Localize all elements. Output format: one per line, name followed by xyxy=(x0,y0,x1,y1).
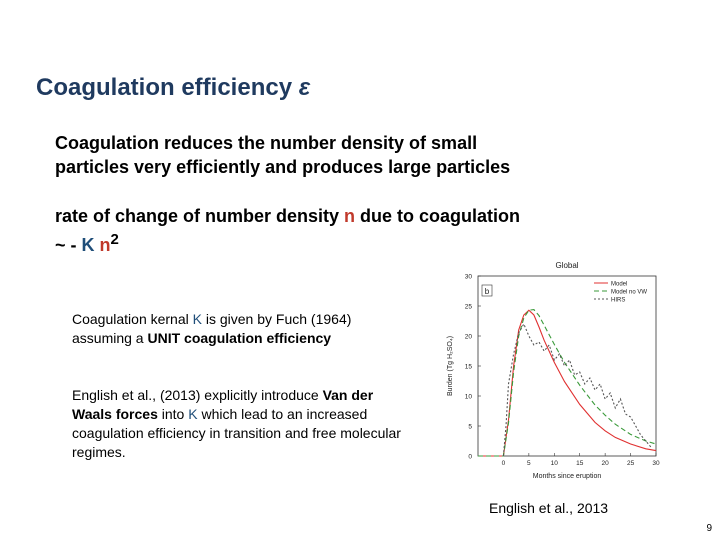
rate-text-b: due to coagulation xyxy=(355,206,521,226)
y-axis-label: Burden (Tg H₂SO₄) xyxy=(447,336,454,396)
kernel-note-a: Coagulation kernal xyxy=(72,311,193,327)
rate-line-2: ~ - K n2 xyxy=(55,228,520,257)
coagulation-summary: Coagulation reduces the number density o… xyxy=(55,131,510,179)
rate-text-a: rate of change of number density xyxy=(55,206,345,226)
x-tick-label: 10 xyxy=(551,460,559,467)
x-axis-label: Months since eruption xyxy=(533,473,602,480)
y-tick-label: 0 xyxy=(468,454,472,461)
kernel-note-c: UNIT coagulation efficiency xyxy=(147,330,332,346)
summary-line-1: Coagulation reduces the number density o… xyxy=(55,133,478,153)
x-tick-label: 20 xyxy=(602,460,610,467)
y-tick-label: 25 xyxy=(465,304,473,311)
legend-label: HIRS xyxy=(611,298,625,304)
plot-frame xyxy=(477,275,657,457)
panel-label-box xyxy=(481,284,493,297)
k-symbol: K xyxy=(81,235,95,255)
y-tick-label: 20 xyxy=(465,334,473,341)
x-tick-label: 0 xyxy=(502,460,506,467)
vdw-note-a: English et al., (2013) explicitly introd… xyxy=(72,387,323,403)
y-tick-label: 30 xyxy=(465,274,473,281)
legend-label: Model no VW xyxy=(611,290,647,296)
burden-chart: Global b 0 5 10 15 20 25 30 0 5 10 15 20 25 30 Months si… xyxy=(447,261,660,480)
figure-citation: English et al., 2013 xyxy=(489,500,609,516)
vdw-note-d: which lead to an increased coagulation e… xyxy=(72,406,401,460)
slide-title: Coagulation efficiency ε xyxy=(36,74,310,102)
n-symbol: n xyxy=(344,206,356,226)
series-line-model-no-vw xyxy=(478,309,657,457)
summary-line-2: particles very efficiently and produces … xyxy=(55,157,511,177)
n-squared-symbol: n xyxy=(99,235,111,255)
page-number: 9 xyxy=(706,523,712,534)
panel-label: b xyxy=(485,287,490,296)
legend-label: Model xyxy=(611,282,627,288)
rate-line-1: rate of change of number density n due t… xyxy=(55,204,520,228)
y-tick-label: 5 xyxy=(468,424,472,431)
approx-text: ~ - xyxy=(55,235,82,255)
kernel-k: K xyxy=(192,311,202,327)
epsilon-symbol: ε xyxy=(298,74,311,101)
exponent: 2 xyxy=(110,231,119,248)
chart-title: Global xyxy=(555,261,578,270)
series-line-hirs xyxy=(502,322,652,457)
vdw-k: K xyxy=(188,406,198,422)
vdw-note: English et al., (2013) explicitly introd… xyxy=(72,386,402,462)
series-line-model xyxy=(478,309,657,457)
x-tick-label: 30 xyxy=(652,460,660,467)
x-tick-label: 25 xyxy=(627,460,635,467)
vdw-forces: Van der Waals forces xyxy=(72,387,374,422)
y-tick-label: 15 xyxy=(465,364,473,371)
title-text: Coagulation efficiency xyxy=(36,74,299,101)
vdw-note-c: into xyxy=(157,406,189,422)
kernel-note-b: is given by Fuch (1964) assuming a xyxy=(72,311,352,346)
y-tick-label: 10 xyxy=(465,394,473,401)
x-tick-label: 5 xyxy=(527,460,531,467)
x-tick-label: 15 xyxy=(576,460,584,467)
rate-equation: rate of change of number density n due t… xyxy=(55,204,520,257)
kernel-note: Coagulation kernal K is given by Fuch (1… xyxy=(72,310,372,348)
